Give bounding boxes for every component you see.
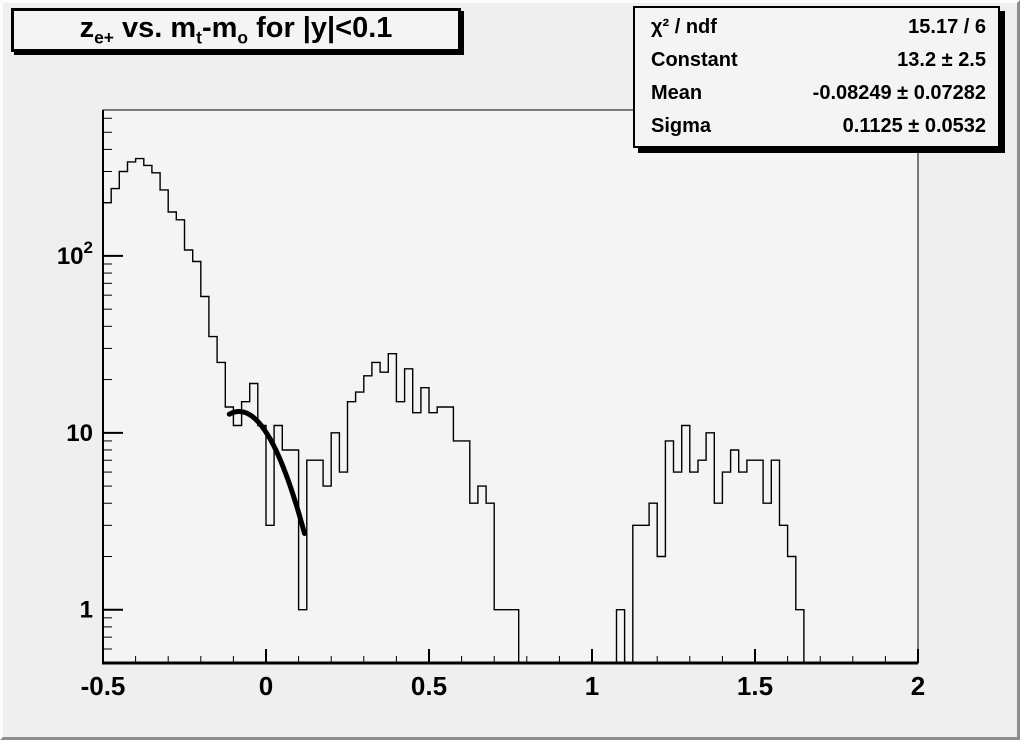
stats-value: 15.17 / 6 [908,16,986,38]
x-tick-label: -0.5 [81,671,126,701]
title-box: ze+ vs. mt-mo for |y|<0.1 [11,8,461,52]
x-tick-label: 2 [911,671,925,701]
stats-box: χ² / ndf 15.17 / 6 Constant 13.2 ± 2.5 Mean -… [633,6,1000,148]
stats-value: 13.2 ± 2.5 [897,49,986,71]
stats-label: Mean [651,82,703,104]
y-tick-label: 102 [57,238,93,270]
title-text-part: z [79,11,95,44]
stats-value: 0.1125 ± 0.0532 [842,115,986,137]
x-tick-label: 1.5 [737,671,773,701]
x-tick-label: 1 [585,671,599,701]
histogram-path [103,157,918,664]
title-subscript: e+ [94,27,114,48]
stats-label: Sigma [651,115,712,137]
title-text-part: -m [201,11,238,44]
stats-row: Constant 13.2 ± 2.5 [635,45,998,76]
title-subscript: o [237,27,249,48]
title-text-part: for |y|<0.1 [248,11,393,44]
stats-row: Mean -0.08249 ± 0.07282 [635,78,998,109]
stats-label: χ² / ndf [651,16,717,38]
stats-value: -0.08249 ± 0.07282 [812,82,986,104]
stats-label: Constant [651,49,738,71]
stats-row: Sigma 0.1125 ± 0.0532 [635,111,998,142]
y-tick-label: 10 [66,420,93,447]
x-tick-label: 0 [259,671,273,701]
page-title: ze+ vs. mt-mo for |y|<0.1 [80,12,393,49]
title-subscript: t [196,27,202,48]
fit-curve [226,409,307,536]
title-text-part: vs. m [113,11,197,44]
stats-row: χ² / ndf 15.17 / 6 [635,12,998,43]
plot-frame [102,109,919,664]
chart-svg: -0.5 0 0.5 1 1.5 2 1 10 102 [57,109,925,701]
y-tick-label: 1 [80,597,93,624]
x-tick-label: 0.5 [411,671,447,701]
